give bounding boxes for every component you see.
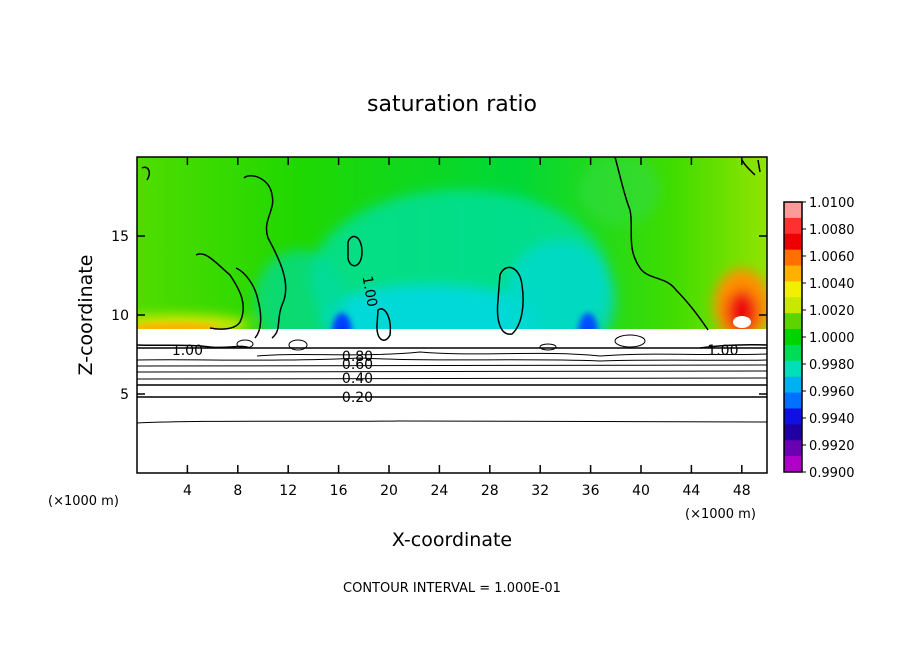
colorbar-segment (784, 456, 802, 473)
colorbar-label: 0.9940 (809, 412, 855, 427)
colorbar-segment (784, 392, 802, 409)
contour-label: 1.00 (359, 275, 380, 308)
x-tick-label: 28 (481, 483, 499, 499)
colorbar-label: 1.0080 (809, 223, 855, 238)
colorbar-label: 1.0100 (809, 196, 855, 211)
colorbar-label: 1.0040 (809, 277, 855, 292)
y-axis: 5 10 15 (111, 229, 767, 403)
colorbar-segment (784, 440, 802, 457)
x-axis-label: X-coordinate (392, 529, 512, 551)
colorbar-segment (784, 329, 802, 346)
colorbar-label: 1.0020 (809, 304, 855, 319)
lower-contours (137, 351, 767, 424)
x-unit-right: (×1000 m) (685, 507, 756, 522)
x-tick-label: 44 (682, 483, 700, 499)
contour-labels: 1.00 1.00 1.00 0.800.600.40 0.20 (172, 275, 739, 406)
contour-label: 0.20 (342, 390, 373, 406)
colorbar-segment (784, 217, 802, 235)
contour-interval-label: CONTOUR INTERVAL = 1.000E-01 (343, 581, 561, 596)
x-tick-label: 20 (380, 483, 398, 499)
colorbar-segment (784, 344, 802, 362)
colorbar-label: 1.0060 (809, 250, 855, 265)
colorbar-segment (784, 360, 802, 378)
y-axis-label: Z-coordinate (75, 255, 97, 376)
colorbar-segment (784, 376, 802, 394)
x-tick-label: 12 (279, 483, 297, 499)
x-tick-label: 32 (531, 483, 549, 499)
y-tick-label: 5 (120, 387, 129, 403)
colorbar-segment (784, 281, 802, 298)
contour-label: 1.00 (707, 343, 738, 359)
x-unit-left: (×1000 m) (48, 494, 119, 509)
colorbar-segment (784, 408, 802, 425)
x-tick-label: 36 (582, 483, 600, 499)
colorbar-label: 0.9980 (809, 358, 855, 373)
x-tick-label: 4 (183, 483, 192, 499)
y-tick-label: 15 (111, 229, 129, 245)
colorbar-label: 1.0000 (809, 331, 855, 346)
colorbar-segment (784, 297, 802, 314)
x-axis: 4 8 12 16 20 24 28 32 36 40 44 48 (183, 157, 751, 499)
colorbar-segment (784, 249, 802, 267)
colorbar-label: 0.9900 (809, 466, 855, 481)
colorbar-label: 0.9920 (809, 439, 855, 454)
x-tick-label: 40 (632, 483, 650, 499)
colorbar: 1.0100 1.0080 1.0060 1.0040 1.0020 1.0000 0.99… (783, 196, 855, 481)
heatmap-field (137, 157, 767, 473)
colorbar-segment (784, 233, 802, 251)
colorbar-segment (784, 202, 802, 219)
colorbar-segment (784, 265, 802, 282)
colorbar-segment (784, 424, 802, 441)
contour-lines (137, 157, 767, 349)
x-tick-label: 16 (330, 483, 348, 499)
x-tick-label: 8 (233, 483, 242, 499)
contour-label: 1.00 (172, 343, 203, 359)
colorbar-segment (784, 313, 802, 330)
y-tick-label: 10 (111, 308, 129, 324)
contour-label: 0.60 (342, 357, 373, 373)
x-tick-label: 24 (430, 483, 448, 499)
contour-label: 0.40 (342, 371, 373, 387)
contour-label: 0.80 (342, 349, 373, 365)
x-tick-label: 48 (733, 483, 751, 499)
colorbar-label: 0.9960 (809, 385, 855, 400)
chart-title: saturation ratio (367, 92, 537, 117)
